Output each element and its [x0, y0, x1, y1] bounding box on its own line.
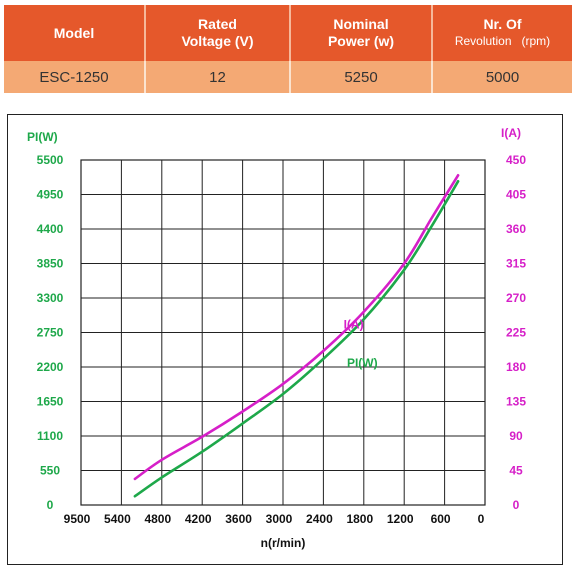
x-tick-label: 1800 [346, 512, 373, 526]
cell-rated-voltage: 12 [145, 61, 291, 93]
y-left-tick-label: 550 [40, 464, 60, 478]
y-right-tick-label: 45 [509, 464, 523, 478]
y-right-tick-label: 180 [506, 360, 526, 374]
y-right-tick-label: 135 [506, 395, 526, 409]
x-tick-label: 0 [478, 512, 485, 526]
header-revolution: Nr. Of Revolution (rpm) [432, 5, 572, 61]
cell-revolution: 5000 [432, 61, 572, 93]
y-right-tick-label: 225 [506, 326, 526, 340]
y-right-tick-label: 450 [506, 153, 526, 167]
current-series-label: I(A) [344, 318, 364, 332]
y-right-tick-label: 360 [506, 222, 526, 236]
chart-ticks: 9500 5400 4800 4200 3600 3000 2400 1800 1200 600 0… [37, 153, 527, 526]
current-series-line [133, 174, 460, 481]
y-right-tick-label: 90 [509, 429, 523, 443]
spec-table: Model Rated Voltage (V) Nominal Power (w) … [4, 5, 572, 93]
y-left-tick-label: 1650 [37, 395, 64, 409]
header-nominal-power-line2: Power (w) [327, 33, 395, 49]
y-right-tick-label: 270 [506, 291, 526, 305]
power-series-label: PI(W) [347, 356, 378, 370]
spec-data-row: ESC-1250 12 5250 5000 [4, 61, 572, 93]
header-model: Model [4, 5, 146, 61]
y-left-tick-label: 5500 [37, 153, 64, 167]
header-model-label: Model [53, 24, 95, 41]
x-tick-label: 1200 [387, 512, 414, 526]
chart-frame: I(A) PI(W) 9500 5400 4800 4200 3600 3000 2400 18… [7, 114, 563, 565]
header-revolution-line1: Nr. Of [483, 16, 522, 32]
x-tick-label: 2400 [306, 512, 333, 526]
chart-grid [80, 159, 486, 506]
x-tick-label: 600 [431, 512, 451, 526]
cell-model: ESC-1250 [4, 61, 146, 93]
header-nominal-power: Nominal Power (w) [290, 5, 433, 61]
y-left-tick-label: 3850 [37, 257, 64, 271]
chart-series: I(A) PI(W) [133, 174, 460, 498]
y-left-tick-label: 4400 [37, 222, 64, 236]
x-tick-label: 9500 [64, 512, 91, 526]
x-tick-label: 3000 [266, 512, 293, 526]
y-left-tick-label: 2750 [37, 326, 64, 340]
y-left-tick-label: 4950 [37, 188, 64, 202]
y-right-tick-label: 315 [506, 257, 526, 271]
spec-header-row: Model Rated Voltage (V) Nominal Power (w) … [4, 5, 572, 61]
x-tick-label: 5400 [104, 512, 131, 526]
header-revolution-line2: Revolution (rpm) [454, 34, 551, 48]
header-rated-voltage: Rated Voltage (V) [145, 5, 291, 61]
y-right-tick-label: 405 [506, 188, 526, 202]
x-tick-label: 4200 [185, 512, 212, 526]
y-left-tick-label: 1100 [37, 429, 63, 443]
header-rated-voltage-line2: Voltage (V) [181, 33, 254, 49]
x-axis-title: n(r/min) [261, 536, 306, 550]
x-tick-label: 4800 [144, 512, 171, 526]
header-nominal-power-line1: Nominal [333, 16, 389, 32]
y-left-tick-label: 3300 [37, 291, 64, 305]
left-axis-title: PI(W) [27, 130, 58, 144]
y-left-tick-label: 2200 [37, 360, 64, 374]
performance-chart: I(A)PI(W) 9500 5400 4800 4200 3600 3000 2400 18… [27, 126, 527, 550]
cell-nominal-power: 5250 [290, 61, 433, 93]
y-left-tick-label: 0 [47, 498, 54, 512]
power-series-line [133, 180, 460, 498]
x-tick-label: 3600 [225, 512, 252, 526]
y-right-tick-label: 0 [513, 498, 520, 512]
header-rated-voltage-line1: Rated [198, 16, 237, 32]
right-axis-title: I(A) [501, 126, 521, 140]
